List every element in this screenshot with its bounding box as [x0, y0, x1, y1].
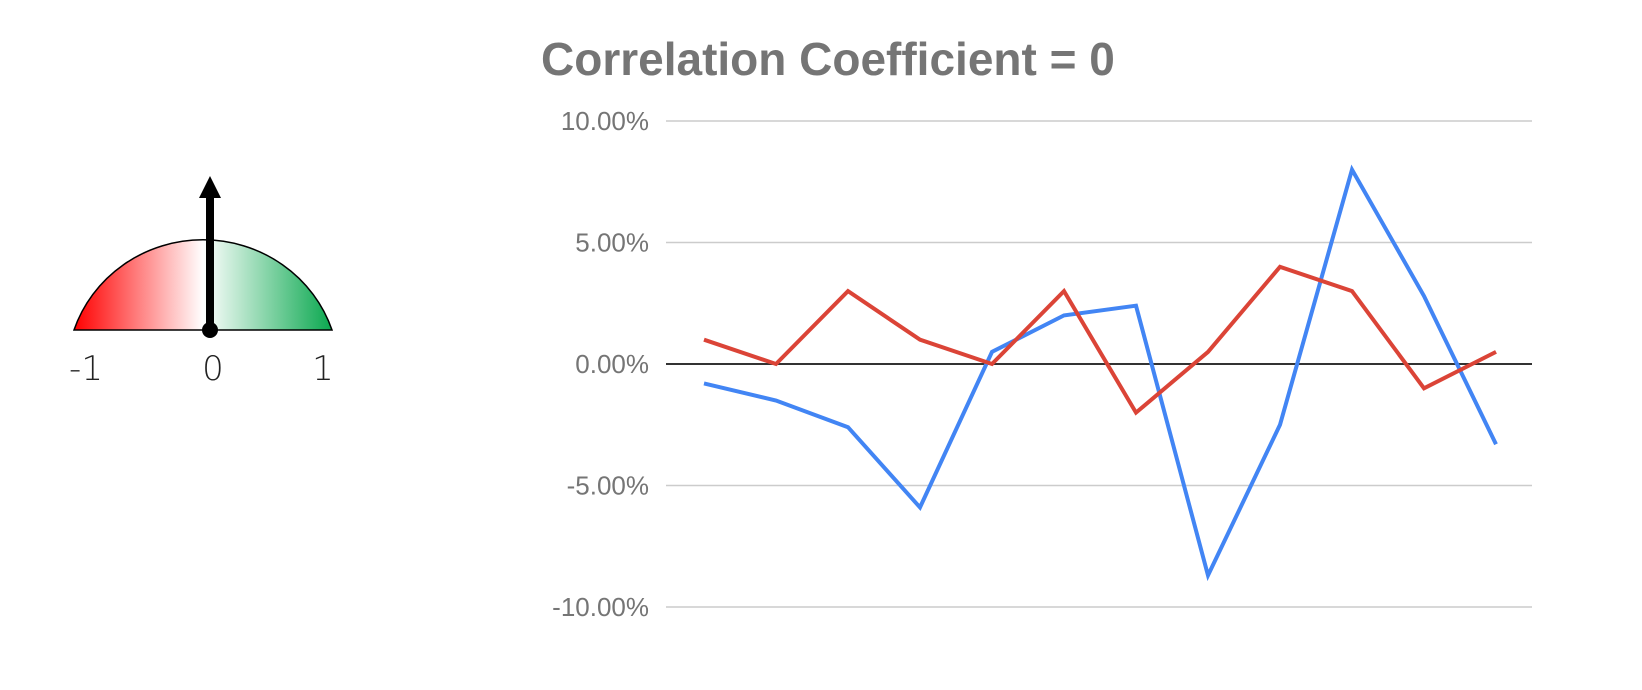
y-tick-label: 10.00% — [561, 106, 649, 136]
y-tick-label: 0.00% — [575, 349, 649, 379]
chart-title: Correlation Coefficient = 0 — [541, 33, 1115, 85]
gauge-mid-label: 0 — [202, 349, 224, 389]
series-line-1 — [703, 164, 1498, 582]
y-tick-label: -5.00% — [567, 471, 649, 501]
y-tick-label: 5.00% — [575, 228, 649, 258]
correlation-gauge: -1 0 1 — [69, 176, 334, 389]
y-tick-label: -10.00% — [552, 592, 649, 622]
grid-lines — [666, 120, 1532, 608]
series-lines — [703, 164, 1498, 582]
gauge-max-label: 1 — [312, 349, 334, 389]
y-axis-ticks: 10.00% 5.00% 0.00% -5.00% -10.00% — [552, 106, 649, 622]
gauge-needle — [199, 176, 221, 338]
gauge-min-label: -1 — [69, 349, 103, 389]
series-line-2 — [703, 264, 1497, 416]
